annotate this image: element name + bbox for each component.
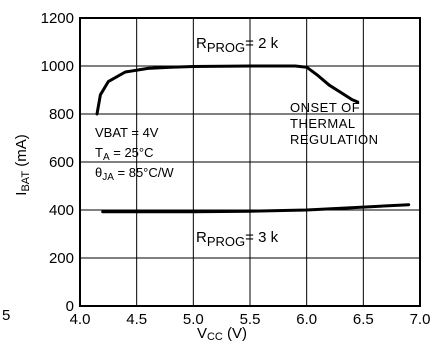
- x-axis-label: VCC (V): [197, 325, 247, 343]
- y-tick-label: 1000: [41, 58, 74, 75]
- x-tick-label: 7.0: [410, 311, 431, 328]
- y-tick-labels: 0 200 400 600 800 1000 1200: [41, 10, 74, 315]
- onset-label-line-3: REGULATION: [290, 132, 379, 147]
- y-tick-label: 600: [49, 154, 74, 171]
- plot-frame: [79, 17, 421, 307]
- x-tick-label: 4.5: [126, 311, 147, 328]
- x-tick-label: 5.5: [240, 311, 261, 328]
- series-lines: [95, 64, 411, 214]
- label-rprog-3k: RPROG= 3 k: [196, 229, 279, 249]
- onset-label-line-1: ONSET OF: [290, 100, 360, 115]
- x-tick-label: 4.0: [70, 311, 91, 328]
- grid: [79, 17, 421, 307]
- x-tick-label: 6.0: [296, 311, 317, 328]
- x-tick-label: 5.0: [183, 311, 204, 328]
- y-tick-label: 800: [49, 106, 74, 123]
- series-line-2: [101, 203, 411, 214]
- label-rprog-2k: RPROG= 2 k: [196, 35, 279, 55]
- series-line-1: [95, 64, 360, 116]
- y-tick-label: 200: [49, 250, 74, 267]
- condition-ta: TA = 25°C: [95, 145, 154, 163]
- onset-label-line-2: THERMAL: [290, 116, 356, 131]
- y-axis-label: IBAT (mA): [13, 134, 32, 195]
- stray-tick-label: 5: [2, 307, 10, 324]
- condition-theta-ja: θJA = 85°C/W: [95, 165, 174, 183]
- y-tick-label: 400: [49, 202, 74, 219]
- x-tick-labels: 4.0 4.5 5.0 5.5 6.0 6.5 7.0: [70, 311, 431, 328]
- y-tick-label: 0: [66, 298, 74, 315]
- x-tick-label: 6.5: [353, 311, 374, 328]
- condition-vbat: VBAT = 4V: [95, 125, 159, 140]
- y-tick-label: 1200: [41, 10, 74, 27]
